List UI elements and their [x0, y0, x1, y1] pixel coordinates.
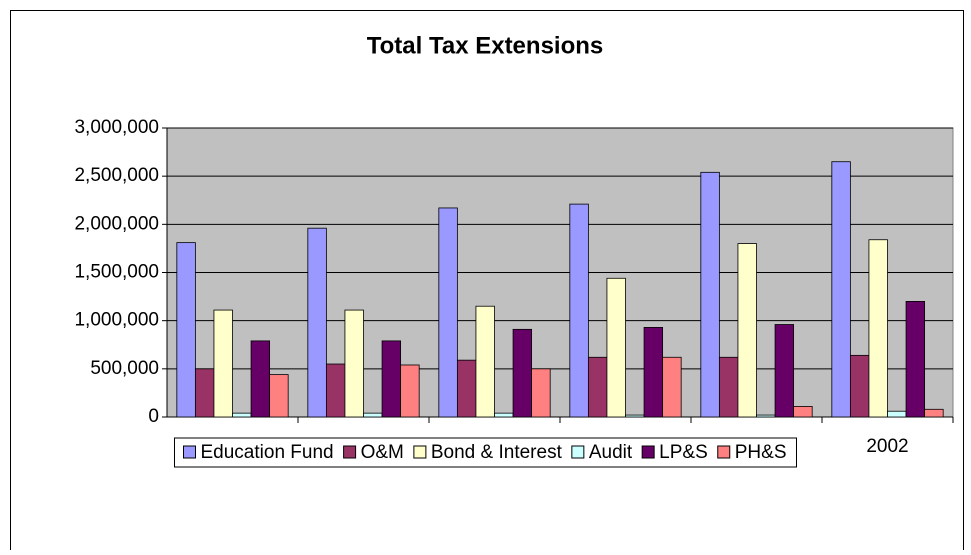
bar: [475, 305, 495, 418]
bar: [831, 161, 851, 418]
bar: [381, 340, 402, 418]
legend-label: Audit: [589, 442, 633, 463]
bar: [400, 364, 420, 418]
bar: [868, 239, 888, 418]
bar: [606, 277, 626, 418]
bar: [269, 374, 289, 418]
y-tick-label: 1,500,000: [74, 262, 159, 283]
bar: [756, 414, 776, 418]
bar: [194, 368, 215, 418]
y-tick-label: 2,500,000: [74, 165, 159, 186]
y-tick-label: 0: [148, 406, 159, 427]
y-tick-label: 3,000,000: [74, 117, 159, 138]
legend-swatch: [717, 445, 731, 459]
bar: [325, 363, 346, 418]
bar: [344, 309, 364, 418]
legend-box: [174, 437, 797, 468]
bar: [587, 356, 608, 418]
bar: [924, 408, 944, 418]
bar: [737, 243, 757, 418]
bar: [494, 412, 514, 418]
bar: [232, 412, 252, 418]
legend-swatch: [183, 445, 196, 459]
bar: [307, 227, 327, 418]
bar: [662, 356, 682, 418]
bar: [176, 242, 196, 418]
legend-swatch: [571, 445, 585, 459]
bar: [643, 327, 664, 418]
legend-label: O&M: [361, 442, 404, 463]
y-tick-label: 1,000,000: [74, 310, 159, 331]
bar: [625, 414, 645, 418]
bar: [250, 340, 271, 418]
legend-label: Bond & Interest: [431, 442, 563, 463]
bar: [793, 406, 813, 418]
bar: [887, 410, 907, 418]
bar: [774, 324, 795, 418]
bar: [213, 309, 233, 418]
bar: [363, 412, 383, 418]
bar: [456, 359, 477, 418]
legend-swatch: [641, 445, 655, 459]
bar: [700, 171, 720, 418]
bar: [512, 328, 533, 418]
bar: [718, 356, 739, 418]
bar: [905, 300, 926, 418]
bar: [438, 207, 458, 418]
bar: [531, 368, 551, 418]
bar: [569, 203, 589, 418]
legend-label: Education Fund: [201, 442, 334, 463]
bar: [849, 354, 870, 418]
legend-swatch: [413, 445, 427, 459]
legend-swatch: [343, 445, 357, 459]
x-tick-label: 2002: [866, 436, 908, 457]
y-tick-label: 500,000: [90, 358, 159, 379]
legend-label: LP&S: [659, 442, 708, 463]
y-tick-label: 2,000,000: [74, 213, 159, 234]
legend-label: PH&S: [735, 442, 787, 463]
chart-title: Total Tax Extensions: [367, 32, 604, 59]
